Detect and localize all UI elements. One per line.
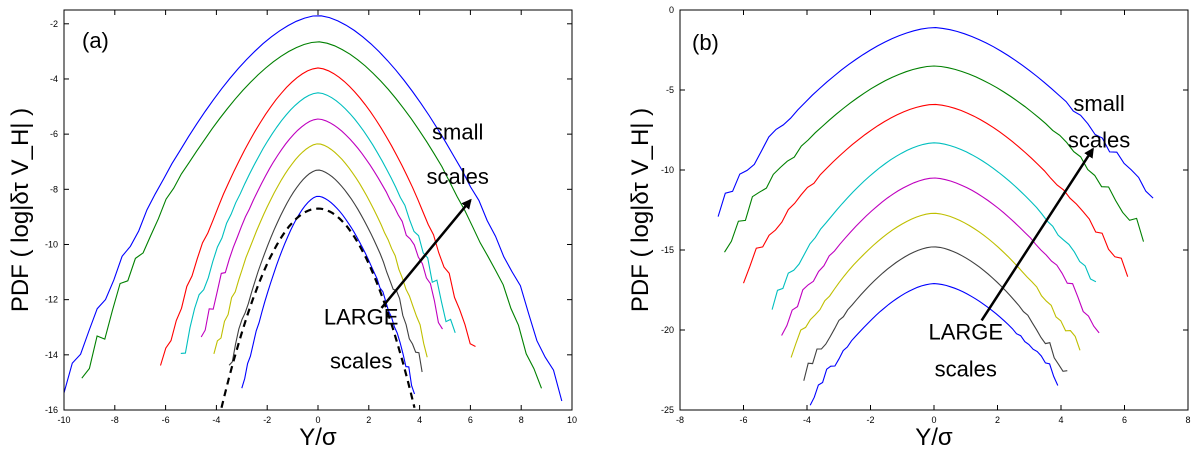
annotation-text: small <box>432 120 483 145</box>
x-tick-label: 2 <box>995 415 1000 425</box>
axes-frame <box>679 9 1189 411</box>
x-tick-label: 4 <box>1058 415 1063 425</box>
gaussian-reference-curve <box>220 207 416 409</box>
series-line <box>781 177 1100 336</box>
series-line <box>803 246 1068 381</box>
x-tick-label: -8 <box>676 415 684 425</box>
y-tick-label: -5 <box>666 85 674 95</box>
y-tick-label: -10 <box>45 239 58 249</box>
x-tick-label: 6 <box>1122 415 1127 425</box>
y-tick-label: -12 <box>45 295 58 305</box>
panel-label: (b) <box>692 30 719 55</box>
y-tick-label: -16 <box>45 405 58 415</box>
series-line <box>742 103 1129 284</box>
series-line <box>159 67 476 366</box>
series-line <box>809 283 1059 406</box>
y-tick-label: -14 <box>45 350 58 360</box>
y-tick-label: -20 <box>661 325 674 335</box>
x-tick-label: -4 <box>212 415 220 425</box>
annotation-text: LARGE <box>324 304 399 329</box>
scale-arrow <box>380 198 472 309</box>
series-line <box>180 92 456 354</box>
x-tick-label: -6 <box>162 415 170 425</box>
x-tick-label: 8 <box>1185 415 1190 425</box>
x-tick-label: -6 <box>739 415 747 425</box>
annotation-text: small <box>1073 91 1124 116</box>
y-tick-label: 0 <box>669 5 674 15</box>
series-line <box>81 41 543 389</box>
series-line <box>717 27 1154 217</box>
series-group <box>64 15 563 409</box>
y-tick-label: -8 <box>50 184 58 194</box>
x-tick-label: -2 <box>263 415 271 425</box>
panel-label: (a) <box>82 28 109 53</box>
y-tick-label: -2 <box>50 19 58 29</box>
x-axis-label: Y/σ <box>299 424 337 451</box>
series-line <box>200 118 443 338</box>
annotation-text: LARGE <box>928 320 1003 345</box>
series-line <box>64 15 563 402</box>
x-tick-label: -2 <box>866 415 874 425</box>
x-tick-label: 0 <box>931 415 936 425</box>
x-tick-label: -4 <box>803 415 811 425</box>
x-tick-label: 0 <box>315 415 320 425</box>
x-tick-label: 6 <box>468 415 473 425</box>
series-line <box>213 143 428 358</box>
x-tick-label: -10 <box>57 415 70 425</box>
x-tick-label: -8 <box>111 415 119 425</box>
y-tick-label: -6 <box>50 129 58 139</box>
x-tick-label: 4 <box>417 415 422 425</box>
annotation-text: scales <box>935 356 997 381</box>
series-line <box>771 142 1097 310</box>
axes-frame <box>63 9 573 411</box>
scale-arrow <box>980 147 1094 322</box>
x-tick-label: 2 <box>366 415 371 425</box>
y-tick-label: -25 <box>661 405 674 415</box>
panel-a: -10 -8 -6 -4 -2 0 2 4 6 8 10 -16 -14 -12 -10 -8 -6 -4 -2 Y/… <box>7 9 577 451</box>
series-line <box>228 169 423 373</box>
series-group <box>717 27 1154 406</box>
x-axis-label: Y/σ <box>915 424 953 451</box>
x-tick-label: 8 <box>519 415 524 425</box>
y-tick-label: -10 <box>661 165 674 175</box>
annotation-text: scales <box>427 164 489 189</box>
y-axis-label: PDF ( log|δτ V_H| ) <box>7 108 34 312</box>
y-axis-label: PDF ( log|δτ V_H| ) <box>627 108 654 312</box>
series-line <box>724 65 1145 253</box>
series-line <box>790 212 1081 358</box>
annotation-text: scales <box>330 349 392 374</box>
x-tick-label: 10 <box>567 415 577 425</box>
y-tick-label: -4 <box>50 74 58 84</box>
annotation-text: scales <box>1068 128 1130 153</box>
y-tick-label: -15 <box>661 245 674 255</box>
